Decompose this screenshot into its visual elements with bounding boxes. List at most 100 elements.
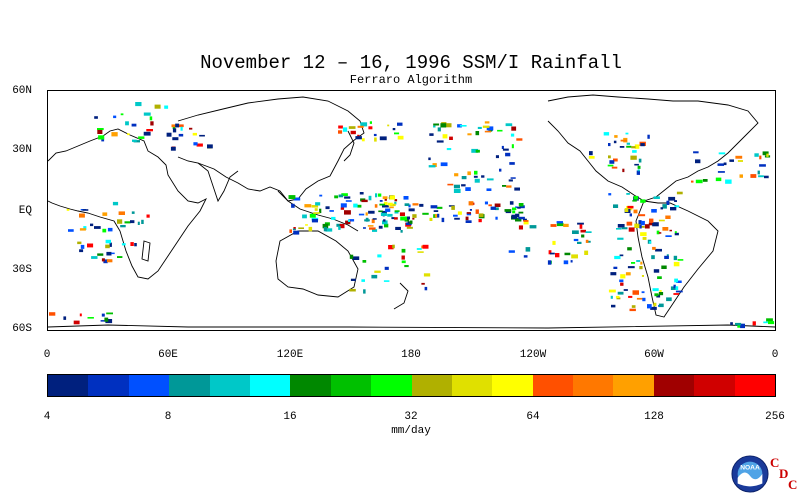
- rain-cell: [394, 217, 398, 220]
- colorbar-swatch-11: [451, 375, 493, 396]
- rain-cell: [608, 155, 611, 159]
- rain-cell: [654, 293, 659, 297]
- lon-label-60w: 60W: [644, 349, 664, 361]
- rain-cell: [640, 261, 643, 265]
- rain-cell: [175, 123, 180, 128]
- colorbar-swatch-9: [371, 375, 412, 396]
- rain-cell: [563, 260, 569, 265]
- rain-cell: [624, 208, 629, 213]
- rain-cell: [642, 297, 646, 302]
- colorbar-swatch-10: [411, 375, 452, 396]
- rain-cell: [100, 320, 108, 322]
- rain-cell: [369, 227, 376, 230]
- rain-cell: [625, 132, 629, 135]
- lon-label-120e: 120E: [276, 349, 304, 361]
- rain-cell: [517, 206, 521, 209]
- rain-cell: [440, 123, 447, 128]
- rain-cell: [497, 129, 503, 132]
- rain-cell: [350, 130, 356, 135]
- rain-cell: [117, 219, 123, 224]
- rain-cell: [519, 205, 525, 209]
- rain-cell: [670, 207, 677, 211]
- rain-cell: [340, 203, 347, 208]
- rain-cell: [466, 212, 471, 214]
- rain-cell: [440, 162, 448, 167]
- rain-cell: [358, 213, 365, 216]
- rain-cell: [146, 214, 150, 218]
- rain-cell: [550, 252, 555, 255]
- rain-cell: [634, 144, 640, 149]
- rain-cell: [429, 217, 433, 221]
- rain-cell: [143, 131, 151, 136]
- rain-cell: [481, 175, 485, 178]
- colorbar-swatch-14: [573, 375, 614, 396]
- rain-cell: [395, 226, 401, 230]
- rain-cell: [629, 308, 636, 312]
- rain-cell: [468, 201, 474, 206]
- rain-cell: [637, 169, 640, 172]
- rain-cell: [368, 195, 372, 201]
- rain-cell: [556, 222, 564, 227]
- rain-cell: [632, 290, 639, 295]
- rain-cell: [625, 272, 631, 276]
- lat-label-30n: 30N: [12, 144, 32, 156]
- rain-cell: [588, 156, 595, 159]
- rain-cell: [674, 231, 677, 234]
- rain-cell: [457, 211, 462, 215]
- rain-cell: [632, 200, 637, 202]
- rain-cell: [97, 253, 104, 256]
- rain-cell: [361, 279, 365, 282]
- rain-cell: [363, 227, 366, 229]
- rain-cell: [620, 274, 626, 279]
- rain-cell: [735, 155, 743, 159]
- rain-cell: [639, 226, 645, 228]
- rain-cell: [648, 222, 654, 226]
- rain-cell: [620, 139, 627, 142]
- rain-cell: [150, 121, 154, 126]
- rain-cell: [484, 130, 491, 133]
- lon-label-0-west: 0: [43, 349, 51, 361]
- rain-cell: [658, 232, 662, 234]
- rain-cell: [344, 196, 351, 199]
- coast-new-zealand: [393, 282, 409, 310]
- rain-cell: [505, 123, 513, 127]
- rain-cell: [338, 226, 341, 230]
- rain-cell: [293, 227, 296, 231]
- rain-cell: [349, 288, 356, 292]
- rain-cell: [511, 144, 514, 149]
- rain-cell: [154, 104, 161, 109]
- rain-cell: [484, 201, 488, 205]
- rain-cell: [608, 193, 612, 196]
- rain-cell: [368, 126, 373, 130]
- rain-cell: [117, 256, 123, 258]
- colorbar-swatch-18: [734, 375, 776, 396]
- rain-cell: [394, 201, 397, 205]
- rain-cell: [360, 122, 368, 127]
- rain-cell: [405, 222, 412, 226]
- rain-cell: [371, 274, 378, 279]
- rain-cell: [73, 320, 80, 325]
- rain-cell: [121, 243, 126, 246]
- rain-cell: [636, 260, 641, 262]
- rain-cell: [433, 123, 440, 126]
- rain-cell: [579, 224, 583, 229]
- rain-cell: [399, 212, 405, 216]
- rain-cell: [172, 128, 177, 133]
- rain-cell: [436, 140, 444, 143]
- rain-cell: [641, 220, 645, 226]
- map-title: November 12 – 16, 1996 SSM/I Rainfall: [200, 52, 622, 74]
- rain-cell: [394, 132, 400, 135]
- rain-cell: [675, 286, 679, 290]
- rain-cell: [79, 213, 85, 218]
- rain-cell: [384, 198, 387, 201]
- rain-cell: [610, 272, 617, 276]
- rain-cell: [323, 226, 327, 232]
- rain-cell: [619, 146, 625, 148]
- rain-cell: [653, 302, 657, 307]
- rain-cell: [400, 230, 403, 233]
- rain-cell: [293, 230, 300, 235]
- rain-cell: [382, 205, 389, 208]
- rain-cell: [412, 214, 417, 218]
- rain-cell: [630, 155, 637, 160]
- rain-cell: [677, 259, 684, 261]
